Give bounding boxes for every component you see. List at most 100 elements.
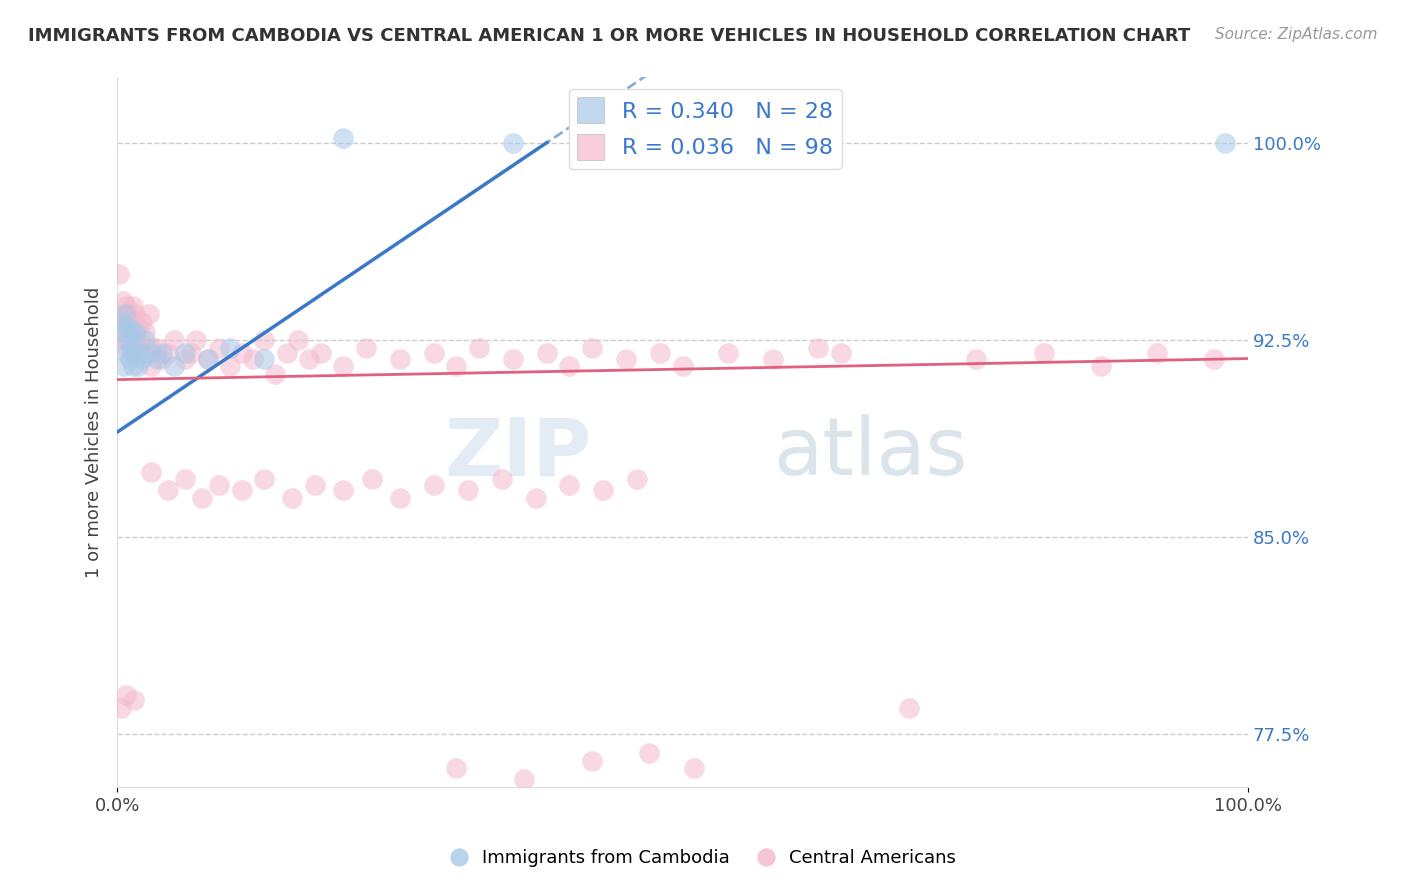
Point bbox=[671, 359, 693, 374]
Point bbox=[134, 346, 156, 360]
Point bbox=[186, 333, 208, 347]
Point bbox=[558, 477, 581, 491]
Point bbox=[131, 351, 153, 366]
Point bbox=[134, 333, 156, 347]
Point bbox=[966, 351, 988, 366]
Point bbox=[112, 333, 135, 347]
Point bbox=[115, 346, 138, 360]
Point bbox=[127, 320, 149, 334]
Point bbox=[197, 351, 219, 366]
Point bbox=[637, 746, 659, 760]
Point bbox=[139, 341, 162, 355]
Point bbox=[111, 326, 134, 340]
Point bbox=[298, 351, 321, 366]
Point bbox=[139, 359, 162, 374]
Point bbox=[219, 359, 242, 374]
Point bbox=[513, 772, 536, 786]
Point bbox=[219, 341, 242, 355]
Point bbox=[253, 351, 276, 366]
Point bbox=[110, 307, 132, 321]
Point bbox=[114, 307, 136, 321]
Point bbox=[139, 465, 162, 479]
Text: atlas: atlas bbox=[773, 415, 967, 492]
Point bbox=[332, 359, 354, 374]
Point bbox=[332, 131, 354, 145]
Point bbox=[1202, 351, 1225, 366]
Point bbox=[253, 472, 276, 486]
Point bbox=[446, 761, 468, 775]
Point bbox=[128, 346, 150, 360]
Point bbox=[125, 326, 148, 340]
Point bbox=[117, 341, 139, 355]
Point bbox=[121, 333, 143, 347]
Point bbox=[388, 351, 411, 366]
Point bbox=[120, 341, 142, 355]
Point bbox=[717, 346, 740, 360]
Point bbox=[242, 351, 264, 366]
Point bbox=[180, 346, 202, 360]
Point bbox=[122, 299, 145, 313]
Point bbox=[388, 491, 411, 505]
Point bbox=[112, 359, 135, 374]
Point bbox=[174, 351, 197, 366]
Point bbox=[1033, 346, 1056, 360]
Text: IMMIGRANTS FROM CAMBODIA VS CENTRAL AMERICAN 1 OR MORE VEHICLES IN HOUSEHOLD COR: IMMIGRANTS FROM CAMBODIA VS CENTRAL AMER… bbox=[28, 27, 1191, 45]
Point bbox=[152, 346, 174, 360]
Point bbox=[581, 754, 603, 768]
Point bbox=[111, 293, 134, 308]
Point bbox=[122, 693, 145, 707]
Point bbox=[468, 341, 491, 355]
Point bbox=[157, 346, 180, 360]
Point bbox=[118, 351, 141, 366]
Point bbox=[457, 483, 479, 497]
Point bbox=[304, 477, 326, 491]
Point bbox=[253, 333, 276, 347]
Point bbox=[163, 359, 186, 374]
Point bbox=[524, 491, 547, 505]
Point bbox=[354, 341, 377, 355]
Point bbox=[830, 346, 852, 360]
Point bbox=[360, 472, 382, 486]
Point bbox=[118, 326, 141, 340]
Text: ZIP: ZIP bbox=[444, 415, 592, 492]
Point bbox=[127, 359, 149, 374]
Point bbox=[208, 477, 231, 491]
Point bbox=[138, 307, 160, 321]
Point bbox=[423, 477, 446, 491]
Point bbox=[648, 346, 671, 360]
Point bbox=[152, 351, 174, 366]
Point bbox=[117, 320, 139, 334]
Point bbox=[592, 483, 614, 497]
Y-axis label: 1 or more Vehicles in Household: 1 or more Vehicles in Household bbox=[86, 286, 103, 578]
Point bbox=[117, 333, 139, 347]
Point bbox=[1090, 359, 1112, 374]
Point bbox=[134, 326, 156, 340]
Point bbox=[208, 341, 231, 355]
Point bbox=[581, 341, 603, 355]
Point bbox=[108, 268, 131, 282]
Point bbox=[124, 326, 146, 340]
Point bbox=[157, 483, 180, 497]
Point bbox=[502, 351, 524, 366]
Point bbox=[174, 346, 197, 360]
Point bbox=[491, 472, 513, 486]
Point bbox=[110, 315, 132, 329]
Point bbox=[231, 483, 253, 497]
Point bbox=[131, 315, 153, 329]
Point bbox=[682, 761, 704, 775]
Point bbox=[111, 326, 134, 340]
Point bbox=[762, 351, 785, 366]
Point bbox=[145, 341, 167, 355]
Point bbox=[122, 359, 145, 374]
Point bbox=[281, 491, 304, 505]
Point bbox=[1146, 346, 1168, 360]
Point bbox=[122, 341, 145, 355]
Point bbox=[115, 299, 138, 313]
Point bbox=[197, 351, 219, 366]
Point bbox=[807, 341, 830, 355]
Point bbox=[332, 483, 354, 497]
Point bbox=[446, 359, 468, 374]
Point bbox=[115, 688, 138, 702]
Point bbox=[191, 491, 214, 505]
Point bbox=[163, 333, 186, 347]
